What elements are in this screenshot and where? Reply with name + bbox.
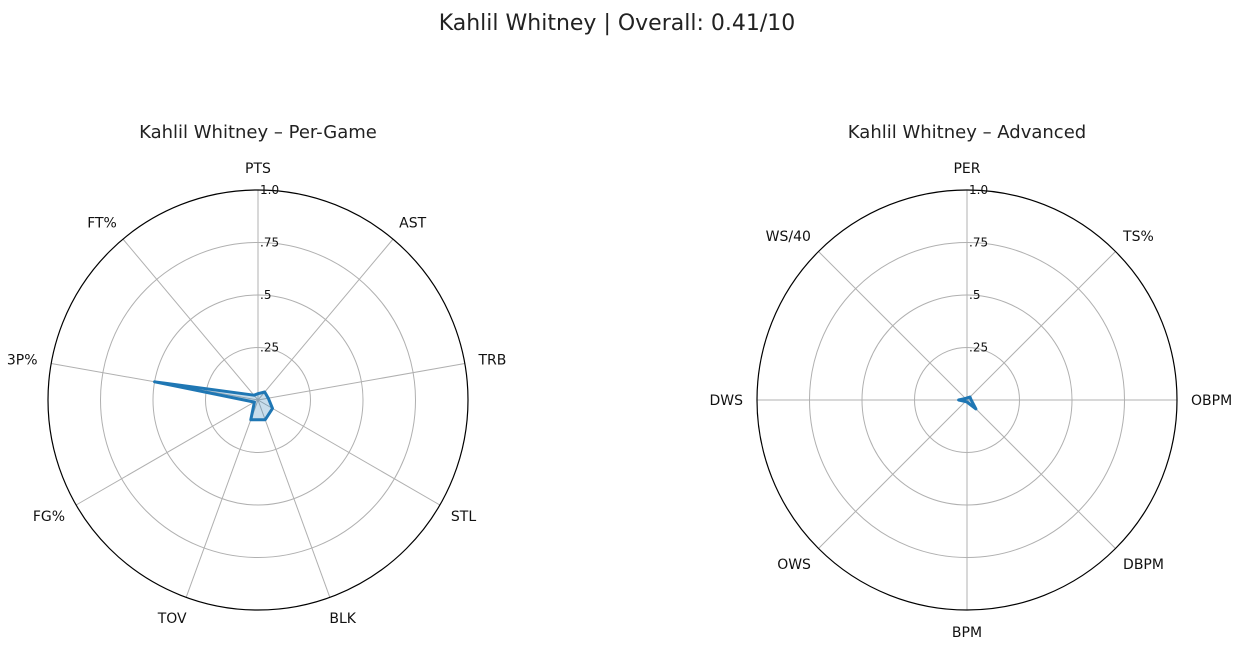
spoke-ws40 [818,251,968,401]
data-point-fg [253,400,256,404]
axis-label-fg: FG% [33,509,65,525]
data-point-blk [264,418,267,421]
axis-label-dws: DWS [709,393,743,409]
data-point-pts [256,392,260,395]
axis-label-tov: TOV [157,611,187,627]
data-point-stl [271,407,274,410]
panel-title: Kahlil Whitney – Advanced [848,122,1086,143]
radial-tick-label: 1.0 [260,183,279,197]
radar-per-game: Kahlil Whitney – Per-Game .25 .5 .75 1.0 PTS A… [7,122,506,627]
data-point-obpm [970,398,973,402]
radial-tick-label: .5 [260,288,271,302]
axis-label-ast: AST [399,215,426,231]
axis-label-trb: TRB [477,353,506,369]
axis-label-ts: TS% [1122,229,1154,245]
data-point-ws40 [964,397,967,400]
radar-advanced: Kahlil Whitney – Advanced .25 .5 .75 1.0 PER T… [709,122,1232,641]
data-point-ft [252,394,256,397]
data-point-tov [249,418,252,421]
figure-title: Kahlil Whitney | Overall: 0.41/10 [439,11,796,36]
spoke-ows [818,399,968,549]
spoke-ft [122,238,259,401]
spoke-dbpm [966,399,1116,549]
data-point-ast [263,390,266,394]
axis-label-ws40: WS/40 [766,229,811,245]
axis-label-ft: FT% [87,215,117,231]
polar-frame [756,189,1178,611]
axis-label-obpm: OBPM [1191,393,1232,409]
series-polygon [153,380,274,422]
spoke-stl [257,399,441,506]
axis-label-bpm: BPM [952,625,982,641]
spoke-ts [966,251,1116,401]
data-point-dbpm [974,407,978,411]
panel-title: Kahlil Whitney – Per-Game [139,122,377,143]
data-point-dws [957,398,960,402]
polar-frame [47,189,469,611]
radial-tick-label: .75 [969,236,988,250]
data-point-ows [964,400,967,403]
radial-tick-label: .25 [260,341,279,355]
radial-tick-label: .25 [969,341,988,355]
radial-tick-label: 1.0 [969,183,988,197]
spoke-blk [257,399,331,598]
axis-label-dbpm: DBPM [1123,557,1164,573]
data-point-3p [153,380,156,383]
spoke-tov [185,399,259,598]
radial-tick-label: .5 [969,288,980,302]
spoke-fg [75,399,259,506]
spoke-ast [257,238,394,401]
spoke-trb [257,363,465,401]
data-point-trb [267,397,270,400]
data-point-ts [968,395,972,399]
axis-label-3p: 3P% [7,353,38,369]
axis-label-per: PER [953,161,980,177]
axis-label-ows: OWS [777,557,811,573]
axis-label-pts: PTS [245,161,271,177]
axis-label-blk: BLK [329,611,356,627]
axis-label-stl: STL [451,509,476,525]
radial-tick-label: .75 [260,236,279,250]
